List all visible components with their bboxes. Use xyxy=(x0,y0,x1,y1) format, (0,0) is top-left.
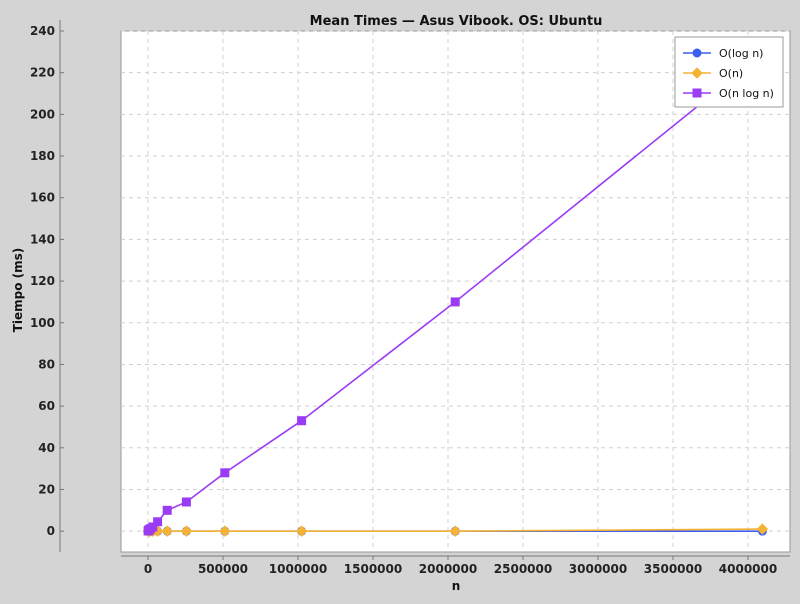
legend-label: O(n) xyxy=(719,67,743,80)
y-tick-label: 20 xyxy=(38,482,55,496)
y-tick-label: 80 xyxy=(38,357,55,371)
y-tick-label: 60 xyxy=(38,399,55,413)
x-tick-label: 3000000 xyxy=(569,562,627,576)
y-tick-label: 0 xyxy=(47,524,55,538)
grid-lines xyxy=(121,30,790,552)
data-point xyxy=(295,525,308,537)
y-tick-label: 240 xyxy=(30,24,55,38)
plot-area xyxy=(120,30,791,553)
chart-title: Mean Times — Asus Vibook. OS: Ubuntu xyxy=(310,14,603,29)
legend-label: O(log n) xyxy=(719,47,763,60)
axes: 0 20 40 60 80 100 120 140 160 180 200 220 240 0 500000… xyxy=(30,20,790,576)
y-axis-label: Tiempo (ms) xyxy=(11,248,25,333)
data-point xyxy=(220,468,230,478)
y-tick-label: 140 xyxy=(30,232,55,246)
x-tick-label: 1500000 xyxy=(344,562,402,576)
y-tick-label: 40 xyxy=(38,441,55,455)
data-point xyxy=(180,525,193,537)
x-tick-label: 3500000 xyxy=(644,562,702,576)
x-tick-label: 500000 xyxy=(198,562,248,576)
x-tick-label: 0 xyxy=(144,562,152,576)
legend-marker xyxy=(692,88,702,98)
data-point xyxy=(297,416,307,426)
data-point xyxy=(161,525,173,537)
legend: O(log n) O(n) O(n log n) xyxy=(674,36,784,108)
x-tick-label: 2500000 xyxy=(494,562,552,576)
x-axis-label: n xyxy=(452,579,461,593)
y-tick-label: 160 xyxy=(30,191,55,205)
y-tick-label: 120 xyxy=(30,274,55,288)
legend-marker xyxy=(692,48,702,58)
data-point xyxy=(449,525,461,537)
data-point xyxy=(450,297,460,307)
y-tick-label: 220 xyxy=(30,66,55,80)
y-tick-label: 100 xyxy=(30,316,55,330)
x-tick-label: 2000000 xyxy=(419,562,477,576)
y-tick-label: 200 xyxy=(30,107,55,121)
data-point xyxy=(162,505,172,515)
legend-label: O(n log n) xyxy=(719,87,774,100)
data-point xyxy=(148,522,158,532)
data-point xyxy=(181,497,191,507)
legend-marker xyxy=(691,67,703,79)
x-tick-label: 4000000 xyxy=(719,562,777,576)
y-tick-label: 180 xyxy=(30,149,55,163)
x-tick-label: 1000000 xyxy=(269,562,327,576)
data-point xyxy=(153,517,163,527)
series-layer xyxy=(142,49,769,537)
data-point xyxy=(756,523,769,535)
data-point xyxy=(219,525,231,537)
